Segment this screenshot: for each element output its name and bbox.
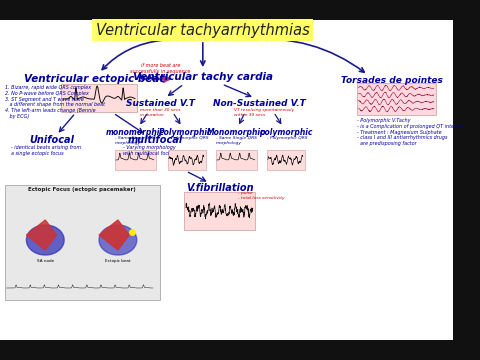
Text: Sustained V.T: Sustained V.T — [126, 99, 195, 108]
FancyBboxPatch shape — [267, 150, 305, 170]
Text: Non-Sustained V.T: Non-Sustained V.T — [213, 99, 306, 108]
Text: - Varying morphology
with multifocal foci: - Varying morphology with multifocal foc… — [122, 145, 175, 156]
FancyBboxPatch shape — [357, 83, 436, 115]
Text: Torsades de pointes: Torsades de pointes — [340, 76, 443, 85]
Text: Polymorphic: Polymorphic — [159, 127, 213, 136]
Text: - Polymorphic QRS: - Polymorphic QRS — [168, 136, 208, 140]
Text: V.fibrillation: V.fibrillation — [186, 183, 253, 193]
Text: Ventricular tachy cardia: Ventricular tachy cardia — [133, 72, 273, 82]
Text: Ventricular tachyarrhythmias: Ventricular tachyarrhythmias — [96, 23, 310, 37]
Text: more than 30 secs
in duration: more than 30 secs in duration — [140, 108, 180, 117]
Text: - Same Single QRS
morphology: - Same Single QRS morphology — [115, 136, 156, 145]
Text: Monomorphic: Monomorphic — [206, 127, 265, 136]
Text: - Polymorphic QRS: - Polymorphic QRS — [267, 136, 308, 140]
Text: - identical beats arising from
a single ectopic focus: - identical beats arising from a single … — [12, 145, 82, 156]
Text: Ectopic Focus (ectopic pacemaker): Ectopic Focus (ectopic pacemaker) — [28, 187, 136, 192]
Text: VT resolving spontaneously
within 30 secs: VT resolving spontaneously within 30 sec… — [234, 108, 294, 117]
FancyBboxPatch shape — [61, 84, 137, 112]
Text: Ectopic beat: Ectopic beat — [105, 259, 131, 263]
FancyBboxPatch shape — [0, 20, 453, 340]
Text: Unifocal: Unifocal — [29, 135, 74, 145]
Polygon shape — [26, 225, 64, 255]
FancyBboxPatch shape — [168, 150, 205, 170]
FancyBboxPatch shape — [184, 192, 255, 230]
FancyBboxPatch shape — [216, 150, 257, 170]
Text: monomorphic: monomorphic — [106, 127, 164, 136]
Text: 1. Bizarre, rapid wide QRS complex
2. No P-wave before QRS Complex
3. ST Segment: 1. Bizarre, rapid wide QRS complex 2. No… — [5, 85, 105, 119]
Polygon shape — [99, 225, 137, 255]
Polygon shape — [26, 220, 57, 250]
Text: Ventricular ectopic beat: Ventricular ectopic beat — [24, 74, 165, 84]
Polygon shape — [99, 220, 129, 250]
Text: - Same Single QRS
morphology: - Same Single QRS morphology — [216, 136, 257, 145]
Text: - pulse
- total loss sensitivity: - pulse - total loss sensitivity — [238, 191, 284, 199]
FancyBboxPatch shape — [115, 150, 156, 170]
Bar — [0, 0, 453, 15]
Bar — [0, 340, 453, 360]
Text: polymorphic: polymorphic — [259, 127, 312, 136]
FancyBboxPatch shape — [5, 185, 160, 300]
Text: - Polymorphic V.Tachy
- is a Complication of prolonged QT interval
- Treatment :: - Polymorphic V.Tachy - is a Complicatio… — [357, 118, 463, 146]
Text: SA node: SA node — [36, 259, 54, 263]
Text: multifocal: multifocal — [128, 135, 183, 145]
Text: if more beat are
successfully in sequence: if more beat are successfully in sequenc… — [130, 63, 191, 74]
